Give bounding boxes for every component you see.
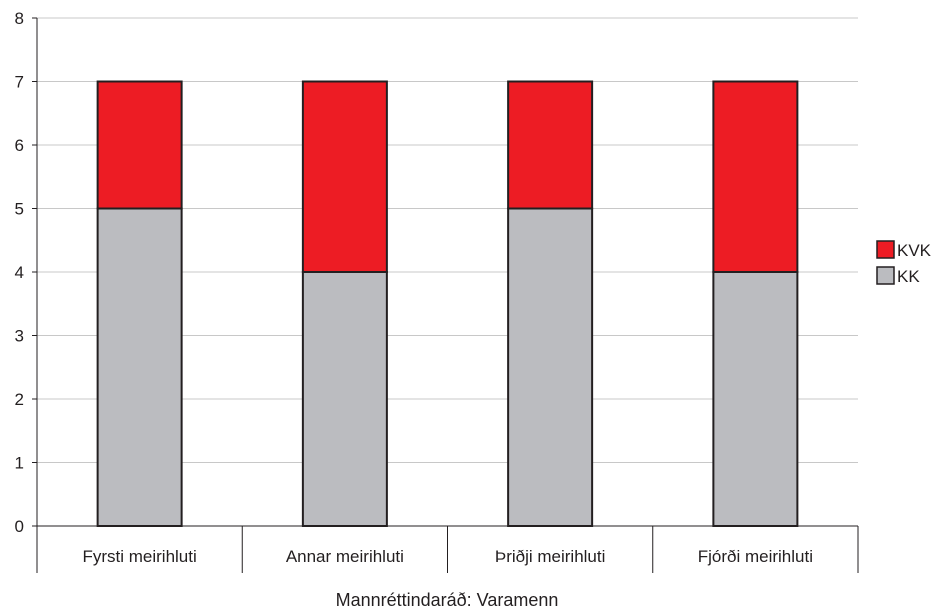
bar-segment-kk: [507, 207, 594, 527]
y-tick-label: 4: [15, 263, 24, 282]
y-tick-label: 8: [15, 9, 24, 28]
y-tick-label: 5: [15, 200, 24, 219]
y-tick-label: 1: [15, 454, 24, 473]
bar-segment-kk: [301, 271, 388, 527]
y-tick-label: 6: [15, 136, 24, 155]
chart-caption: Mannréttindaráð: Varamenn: [336, 590, 559, 610]
bar-segment-kk: [96, 207, 183, 527]
y-tick-label: 7: [15, 73, 24, 92]
y-tick-labels: 0 1 2 3 4 5 6 7 8: [15, 9, 24, 536]
y-tick-label: 2: [15, 390, 24, 409]
bar-segment-kvk: [301, 80, 388, 273]
bar-segment-kvk: [96, 80, 183, 210]
axes: [32, 17, 859, 573]
legend-swatch-kvk: [876, 240, 895, 259]
bar-segment-kvk: [712, 80, 799, 273]
legend-label: KVK: [897, 241, 932, 260]
legend-label: KK: [897, 267, 920, 286]
legend: KVK KK: [876, 240, 932, 286]
bars: [96, 80, 799, 527]
y-tick-label: 0: [15, 517, 24, 536]
x-category-labels: Fyrsti meirihluti Annar meirihluti Þriðji …: [82, 547, 813, 566]
legend-swatch-kk: [876, 266, 895, 285]
x-category-label: Annar meirihluti: [286, 547, 404, 566]
x-category-label: Þriðji meirihluti: [495, 547, 606, 566]
x-category-label: Fjórði meirihluti: [698, 547, 813, 566]
y-tick-label: 3: [15, 327, 24, 346]
bar-segment-kvk: [507, 80, 594, 210]
bar-segment-kk: [712, 271, 799, 527]
x-category-label: Fyrsti meirihluti: [82, 547, 196, 566]
